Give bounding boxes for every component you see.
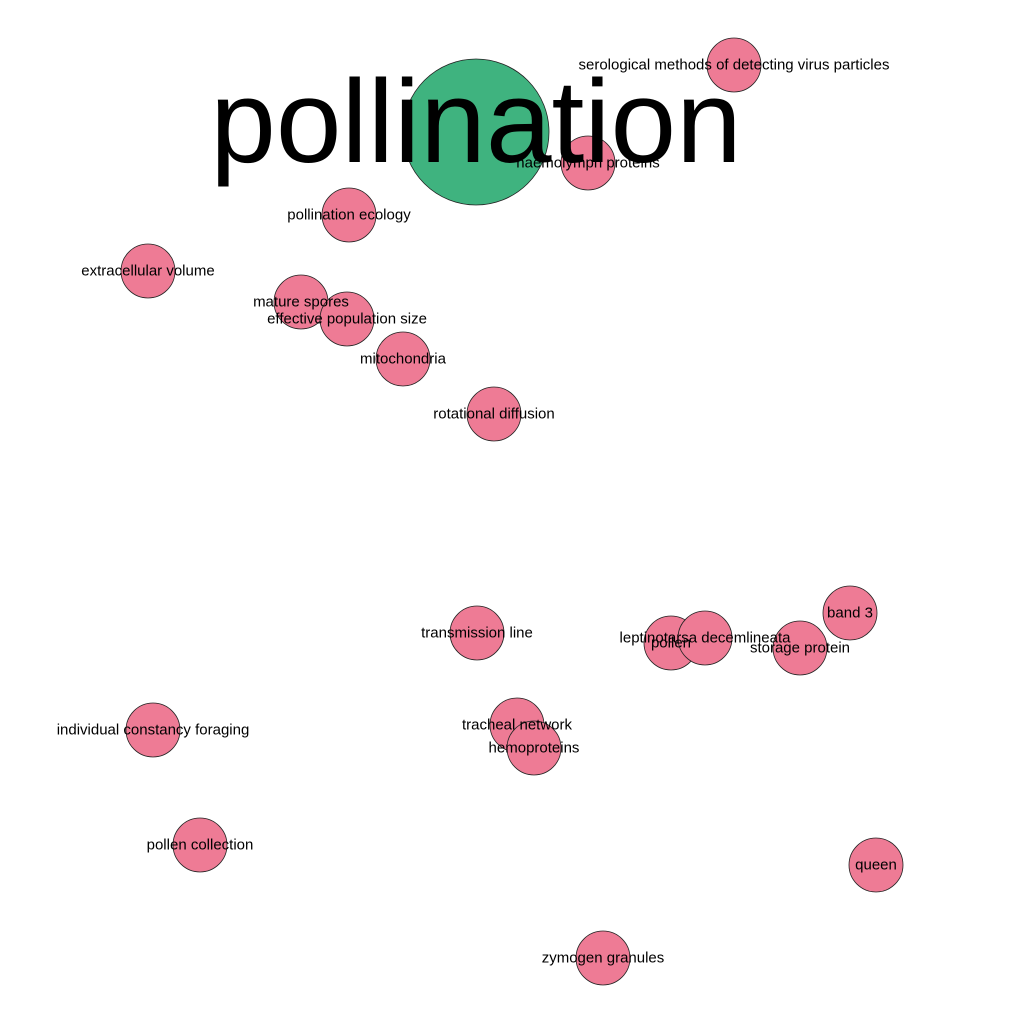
node-label-pollination: pollination [210,56,741,188]
node-circle-storage-protein [772,620,828,676]
node-label-pollen: pollen [651,635,691,652]
node-label-mature-spores: mature spores [253,294,349,311]
node-label-zymogen-granules: zymogen granules [542,950,665,967]
node-label-effective-population-size: effective population size [267,311,427,328]
node-circle-hemoproteins [506,720,562,776]
node-label-individual-constancy: individual constancy foraging [57,722,250,739]
node-label-storage-protein: storage protein [750,640,850,657]
node-circle-extracellular-volume [120,243,176,299]
node-circle-zymogen-granules [575,930,631,986]
node-circle-pollination [402,58,550,206]
node-label-pollen-collection: pollen collection [147,837,254,854]
node-label-leptinotarsa: leptinotarsa decemlineata [620,630,792,647]
node-label-tracheal-network: tracheal network [462,717,573,734]
node-label-pollination-ecology: pollination ecology [287,207,411,224]
node-circle-effective-population-size [319,291,375,347]
node-label-band-3: band 3 [827,605,873,622]
node-circle-transmission-line [449,605,505,661]
node-label-haemolymph: haemolymph proteins [516,155,659,172]
node-label-hemoproteins: hemoproteins [489,740,580,757]
node-label-transmission-line: transmission line [421,625,533,642]
node-circle-haemolymph [560,135,616,191]
node-label-serological: serological methods of detecting virus p… [579,57,890,74]
node-circle-mitochondria [375,331,431,387]
node-label-queen: queen [855,857,897,874]
node-label-extracellular-volume: extracellular volume [81,263,214,280]
node-circle-serological [706,37,762,93]
node-circle-band-3 [822,585,878,641]
node-circles [120,37,904,986]
node-circle-individual-constancy [125,702,181,758]
node-circle-pollination-ecology [321,187,377,243]
node-label-mitochondria: mitochondria [360,351,447,368]
node-circle-pollen-collection [172,817,228,873]
node-circle-rotational-diffusion [466,386,522,442]
node-circle-leptinotarsa [677,610,733,666]
node-circle-queen [848,837,904,893]
node-label-rotational-diffusion: rotational diffusion [433,406,554,423]
